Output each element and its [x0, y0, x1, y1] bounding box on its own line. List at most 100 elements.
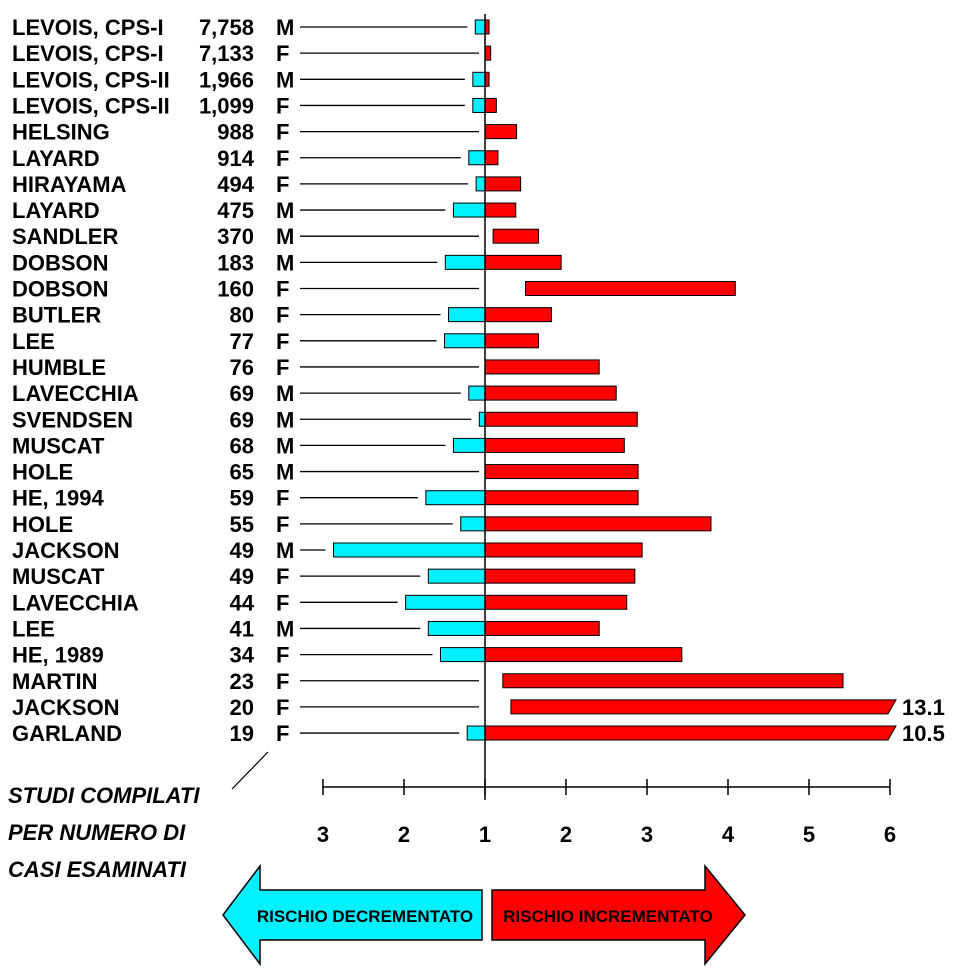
study-author: BUTLER	[12, 303, 101, 328]
study-cases: 69	[230, 381, 254, 406]
study-author: DOBSON	[12, 277, 109, 302]
study-sex: M	[276, 15, 294, 40]
study-author: JACKSON	[12, 695, 120, 720]
study-author: LEVOIS, CPS-I	[12, 15, 164, 40]
study-cases: 44	[230, 590, 255, 615]
study-author: HE, 1989	[12, 643, 104, 668]
risk-increase-bar	[484, 307, 552, 323]
study-sex: F	[276, 146, 289, 171]
study-cases: 1,966	[199, 67, 254, 92]
study-sex: F	[276, 564, 289, 589]
study-row: HIRAYAMA 494 F	[12, 172, 522, 197]
risk-increase-bar	[484, 464, 639, 480]
study-row: LEE 41 M	[12, 616, 600, 641]
study-cases: 65	[230, 460, 254, 485]
study-sex: M	[276, 433, 294, 458]
study-row: SVENDSEN 69 M	[12, 407, 638, 432]
caption-line-2: PER NUMERO DI	[8, 820, 186, 845]
study-sex: F	[276, 486, 289, 511]
risk-increase-bar	[525, 281, 736, 296]
study-author: GARLAND	[12, 721, 122, 746]
risk-increase-bar	[484, 176, 522, 192]
axis-tick-label: 3	[317, 822, 329, 847]
study-cases: 76	[230, 355, 254, 380]
study-cases: 20	[230, 695, 254, 720]
study-cases: 370	[217, 224, 254, 249]
study-cases: 7,133	[199, 41, 254, 66]
risk-increase-bar	[484, 490, 639, 506]
study-author: LAVECCHIA	[12, 381, 139, 406]
risk-decrease-bar	[425, 490, 486, 506]
study-sex: M	[276, 407, 294, 432]
risk-decrease-bar	[475, 176, 486, 192]
study-author: JACKSON	[12, 538, 120, 563]
study-author: DOBSON	[12, 250, 109, 275]
study-row: HE, 1989 34 F	[12, 643, 683, 668]
upper-bound-label: 10.5	[902, 721, 945, 746]
study-sex: M	[276, 616, 294, 641]
study-row: HUMBLE 76 F	[12, 355, 600, 380]
study-author: LEVOIS, CPS-I	[12, 41, 164, 66]
risk-decrease-bar	[405, 594, 486, 610]
study-row: GARLAND 19 F 10.5	[12, 721, 945, 746]
study-author: LEE	[12, 329, 55, 354]
study-sex: F	[276, 303, 289, 328]
risk-increase-bar	[484, 516, 712, 532]
study-row: LAYARD 914 F	[12, 146, 499, 171]
upper-bound-label: 13.1	[902, 695, 945, 720]
study-author: LAVECCHIA	[12, 590, 139, 615]
study-sex: F	[276, 695, 289, 720]
study-row: HOLE 55 F	[12, 512, 712, 537]
risk-increased-arrow: RISCHIO INCREMENTATO	[491, 863, 746, 967]
axis-tick-label: 2	[398, 822, 410, 847]
risk-decrease-bar	[427, 620, 486, 636]
risk-decreased-arrow: RISCHIO DECREMENTATO	[222, 863, 483, 967]
caption-line-1: STUDI COMPILATI	[8, 783, 200, 808]
study-cases: 59	[230, 486, 254, 511]
axis-tick-label: 4	[722, 822, 735, 847]
caption-line-3: CASI ESAMINATI	[8, 857, 187, 882]
risk-decrease-bar	[444, 254, 486, 270]
risk-decrease-bar	[452, 202, 486, 218]
risk-decreased-label: RISCHIO DECREMENTATO	[257, 907, 473, 926]
study-sex: F	[276, 512, 289, 537]
study-author: LEVOIS, CPS-II	[12, 93, 170, 118]
study-sex: M	[276, 381, 294, 406]
study-sex: M	[276, 198, 294, 223]
study-cases: 49	[230, 538, 254, 563]
study-sex: F	[276, 643, 289, 668]
study-sex: F	[276, 355, 289, 380]
study-row: JACKSON 49 M	[12, 538, 643, 563]
risk-increase-bar	[484, 124, 518, 140]
study-sex: F	[276, 93, 289, 118]
risk-increase-bar	[484, 411, 638, 427]
study-cases: 49	[230, 564, 254, 589]
study-sex: F	[276, 277, 289, 302]
study-author: MARTIN	[12, 669, 98, 694]
study-row: LEE 77 F	[12, 329, 539, 354]
study-author: HOLE	[12, 512, 73, 537]
risk-increase-bar	[484, 647, 683, 663]
study-cases: 494	[217, 172, 254, 197]
study-sex: F	[276, 172, 289, 197]
study-cases: 160	[217, 277, 254, 302]
study-cases: 183	[217, 250, 254, 275]
study-author: HIRAYAMA	[12, 172, 127, 197]
risk-decrease-bar	[439, 647, 486, 663]
study-sex: F	[276, 41, 289, 66]
risk-decrease-bar	[478, 411, 486, 427]
study-row: LEVOIS, CPS-II 1,966 M	[12, 67, 490, 92]
study-sex: F	[276, 669, 289, 694]
study-row: SANDLER 370 M	[12, 224, 539, 249]
study-sex: M	[276, 538, 294, 563]
study-row: LEVOIS, CPS-II 1,099 F	[12, 93, 497, 118]
study-cases: 68	[230, 433, 254, 458]
study-sex: M	[276, 460, 294, 485]
caption-pointer-line	[231, 751, 269, 790]
risk-increase-bar	[484, 202, 517, 218]
study-author: MUSCAT	[12, 433, 105, 458]
risk-decrease-bar	[474, 19, 486, 35]
risk-decrease-bar	[460, 516, 486, 532]
risk-increase-bar	[484, 542, 643, 558]
